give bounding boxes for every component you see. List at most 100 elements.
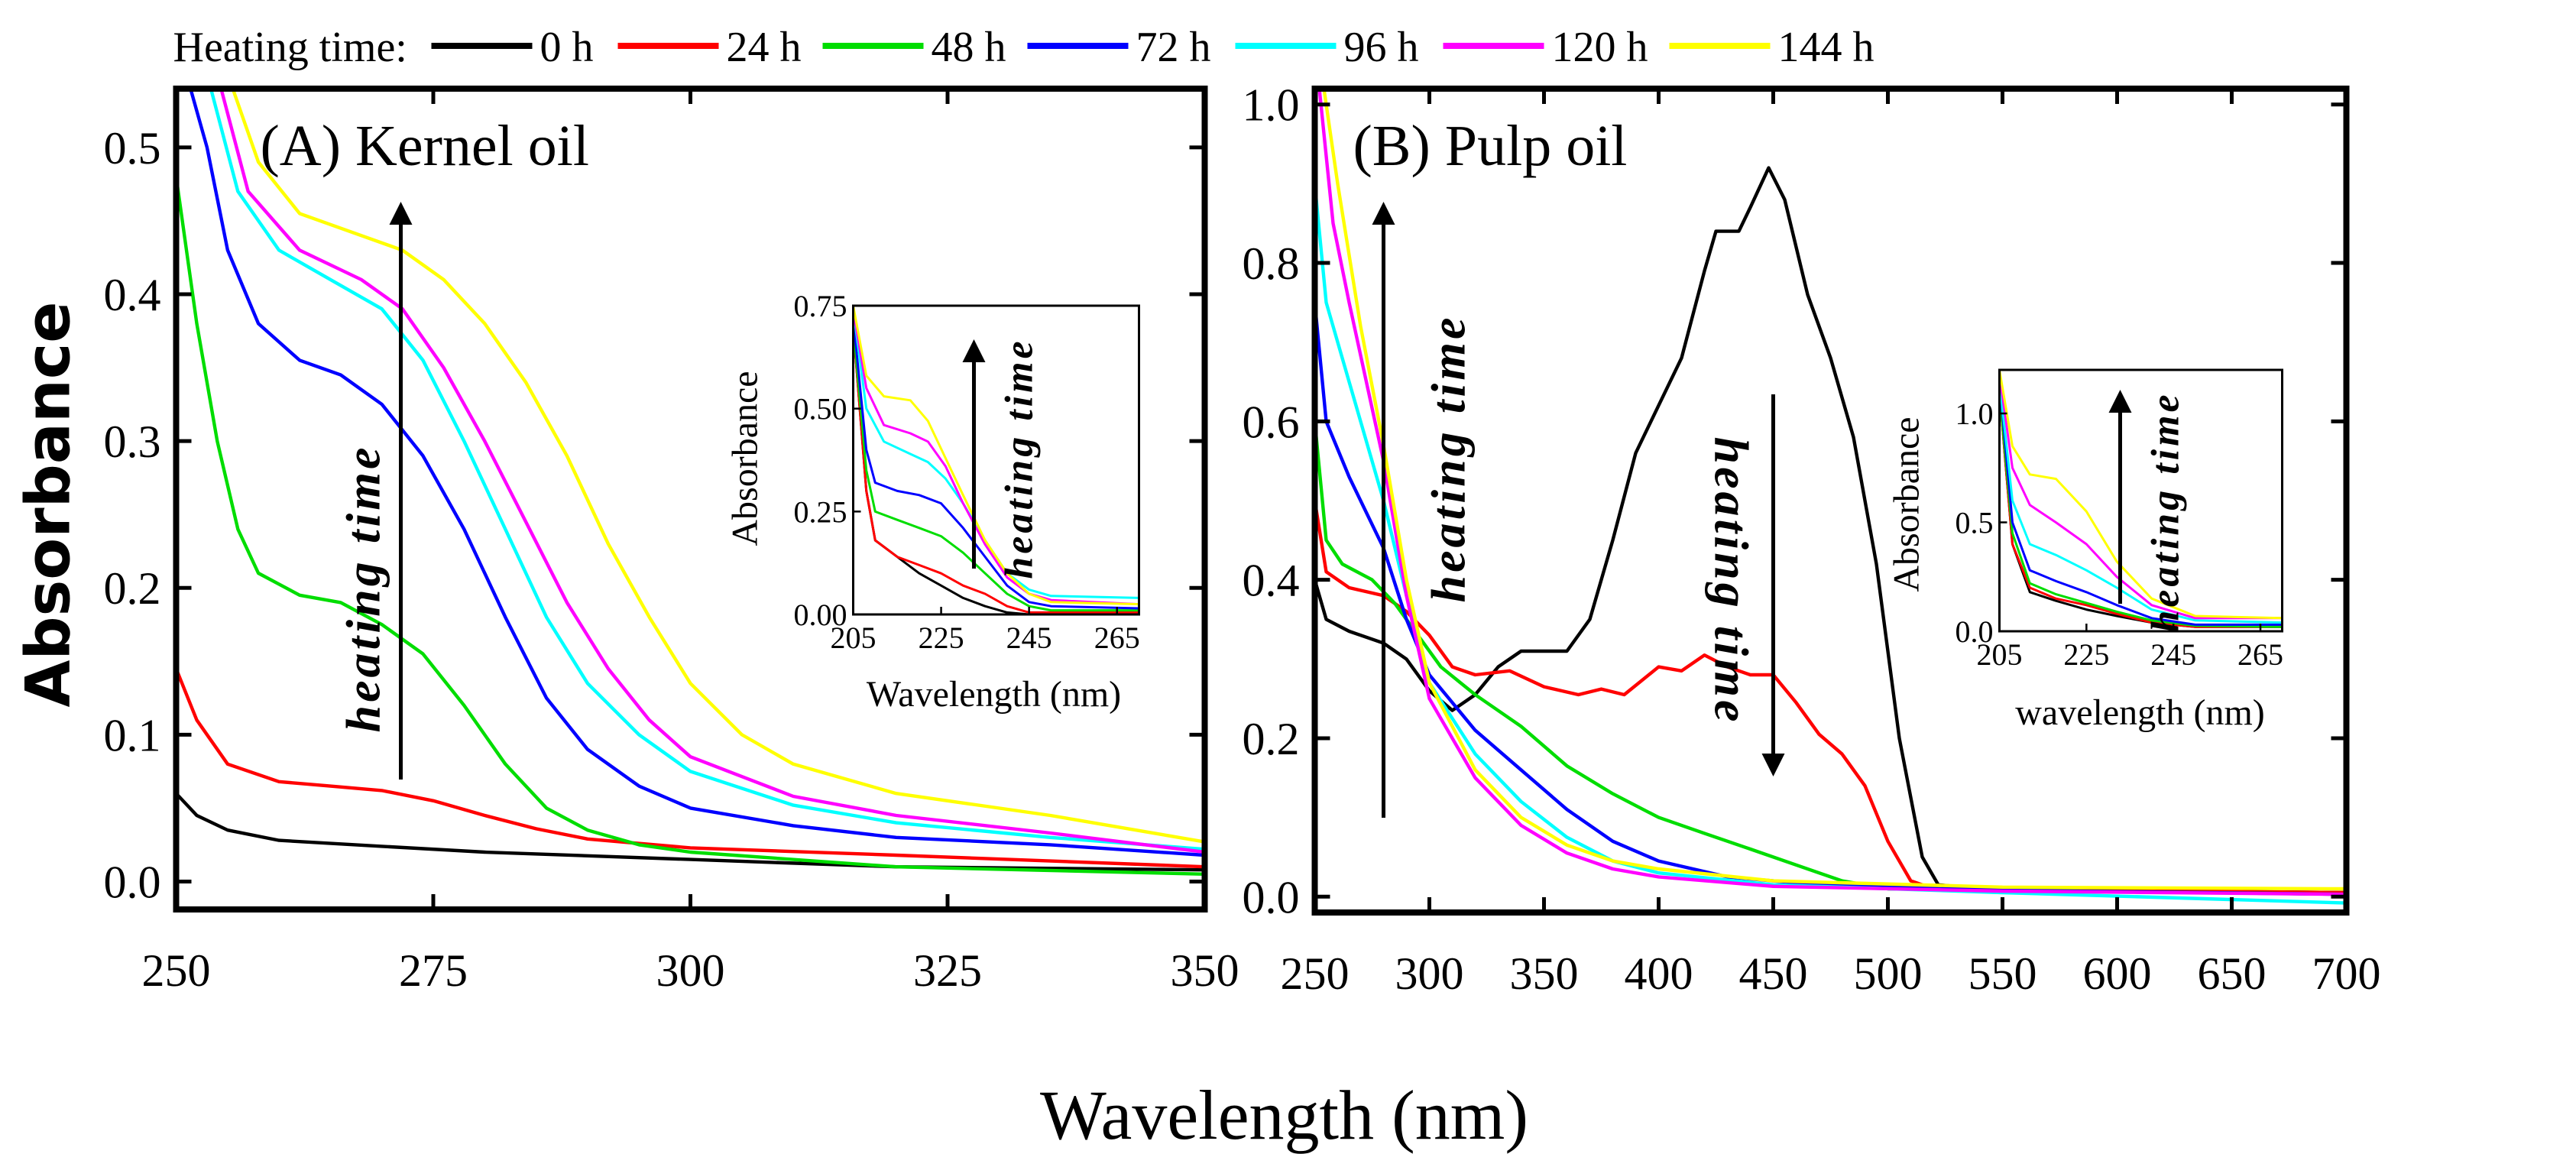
x-tick-label: 265 [1094, 621, 1140, 655]
y-tick-label: 0.0 [104, 857, 161, 907]
legend-entry: 24 h [617, 24, 802, 71]
x-tick-label: 600 [2083, 948, 2152, 999]
series-line-72h [189, 89, 1205, 857]
series-line-120h [1999, 374, 2283, 620]
y-tick-label: 0.00 [794, 598, 847, 632]
x-tick-label: 245 [1006, 621, 1052, 655]
series-line-96h [853, 310, 1139, 599]
x-tick-label: 350 [1510, 948, 1579, 999]
x-tick-label: 205 [831, 621, 876, 655]
x-tick-label: 450 [1739, 948, 1808, 999]
legend-label: 96 h [1344, 24, 1419, 71]
series-line-48h [1999, 391, 2283, 628]
x-tick-label: 275 [399, 945, 468, 996]
chart-panel-2: 205 225 245 265 0.00 0.25 0.50 0.75 Wavelength (… [725, 289, 1140, 715]
inset-x-axis-label: Wavelength (nm) [867, 674, 1121, 715]
y-tick-label: 0.8 [1243, 238, 1300, 289]
plot-frame [852, 304, 1140, 616]
y-tick-label: 0.5 [1955, 506, 1994, 540]
legend-entry: 120 h [1443, 24, 1648, 71]
series-line-144h [1322, 89, 2347, 891]
chart-panel-0: 250 275 300 325 350 0.0 0.1 0.2 0.3 0.4 0.5 (A) Ker… [104, 86, 1239, 996]
panel-title: (B) Pulp oil [1353, 114, 1628, 178]
x-tick-label: 250 [142, 945, 211, 996]
x-tick-label: 245 [2150, 637, 2196, 672]
series-line-144h [1999, 370, 2283, 620]
legend-label: 48 h [932, 24, 1006, 71]
series-group [176, 89, 1205, 876]
annotation-heating-time: heating time [1705, 437, 1759, 725]
y-tick-label: 0.3 [104, 417, 161, 467]
series-line-48h [1314, 421, 2347, 896]
legend-title: Heating time: [173, 24, 407, 71]
legend-entry: 144 h [1669, 24, 1874, 71]
legend-label: 24 h [727, 24, 802, 71]
annotation-heating-time: heating time [336, 445, 390, 733]
series-group [1999, 370, 2283, 628]
legend-entry: 72 h [1027, 24, 1211, 71]
y-tick-label: 0.6 [1243, 397, 1300, 447]
legend-label: 72 h [1136, 24, 1211, 71]
legend-entry: 48 h [822, 24, 1006, 71]
x-tick-label: 300 [1395, 948, 1464, 999]
inset-x-axis-label: wavelength (nm) [2015, 692, 2265, 733]
series-group [1314, 89, 2347, 905]
series-line-96h [1314, 183, 2347, 905]
legend-label: 120 h [1552, 24, 1648, 71]
x-tick-label: 225 [919, 621, 964, 655]
series-line-72h [853, 318, 1139, 610]
y-tick-label: 0.75 [794, 289, 847, 323]
plot-frame [1311, 86, 2350, 916]
series-line-0h [176, 792, 1205, 872]
x-tick-label: 250 [1281, 948, 1350, 999]
x-tick-label: 650 [2198, 948, 2267, 999]
series-line-96h [209, 89, 1205, 851]
y-axis-label: Absorbance [13, 301, 84, 707]
legend-entry: 96 h [1235, 24, 1419, 71]
series-line-144h [231, 89, 1205, 844]
x-tick-label: 500 [1854, 948, 1923, 999]
y-tick-label: 0.50 [794, 392, 847, 426]
y-tick-label: 0.0 [1955, 614, 1994, 649]
legend-label: 144 h [1778, 24, 1874, 71]
y-tick-label: 0.4 [1243, 556, 1300, 606]
y-tick-label: 0.25 [794, 494, 847, 529]
series-line-24h [853, 326, 1139, 614]
x-tick-label: 550 [1968, 948, 2037, 999]
chart-panel-1: 250 300 350 400 450 500 550 600 650 700 0.0 0.2 0.4 0… [1243, 80, 2381, 999]
chart-panel-3: 205 225 245 265 0.0 0.5 1.0 wavelength (nm) Abso… [1887, 368, 2283, 733]
x-tick-label: 205 [1977, 637, 2023, 672]
y-tick-label: 1.0 [1243, 80, 1300, 131]
x-tick-label: 325 [913, 945, 982, 996]
inset-y-axis-label: Absorbance [725, 371, 766, 546]
x-tick-label: 300 [656, 945, 725, 996]
series-line-120h [1317, 89, 2347, 896]
annotation-heating-time: heating time [1421, 315, 1476, 603]
x-tick-label: 400 [1625, 948, 1693, 999]
inset-y-axis-label: Absorbance [1887, 417, 1927, 592]
series-line-144h [853, 306, 1139, 606]
legend-entry: 0 h [431, 24, 594, 71]
series-group [853, 306, 1139, 614]
series-line-120h [219, 89, 1205, 854]
series-line-48h [853, 326, 1139, 612]
y-tick-label: 0.2 [1243, 714, 1300, 764]
panel-title: (A) Kernel oil [261, 114, 590, 178]
y-tick-label: 0.2 [104, 563, 161, 614]
annotation-heating-time: heating time [998, 338, 1042, 579]
x-tick-label: 265 [2237, 637, 2283, 672]
series-line-120h [853, 310, 1139, 606]
legend-label: 0 h [540, 24, 594, 71]
y-tick-label: 0.4 [104, 270, 161, 320]
y-tick-label: 0.5 [104, 123, 161, 173]
x-tick-label: 350 [1171, 945, 1239, 996]
x-tick-label: 225 [2063, 637, 2109, 672]
series-line-24h [1999, 391, 2283, 628]
x-tick-label: 700 [2312, 948, 2381, 999]
x-axis-label: Wavelength (nm) [1040, 1076, 1528, 1154]
y-tick-label: 0.1 [104, 710, 161, 760]
series-line-24h [176, 668, 1205, 869]
plot-frame [1998, 368, 2283, 633]
y-tick-label: 1.0 [1955, 397, 1994, 431]
